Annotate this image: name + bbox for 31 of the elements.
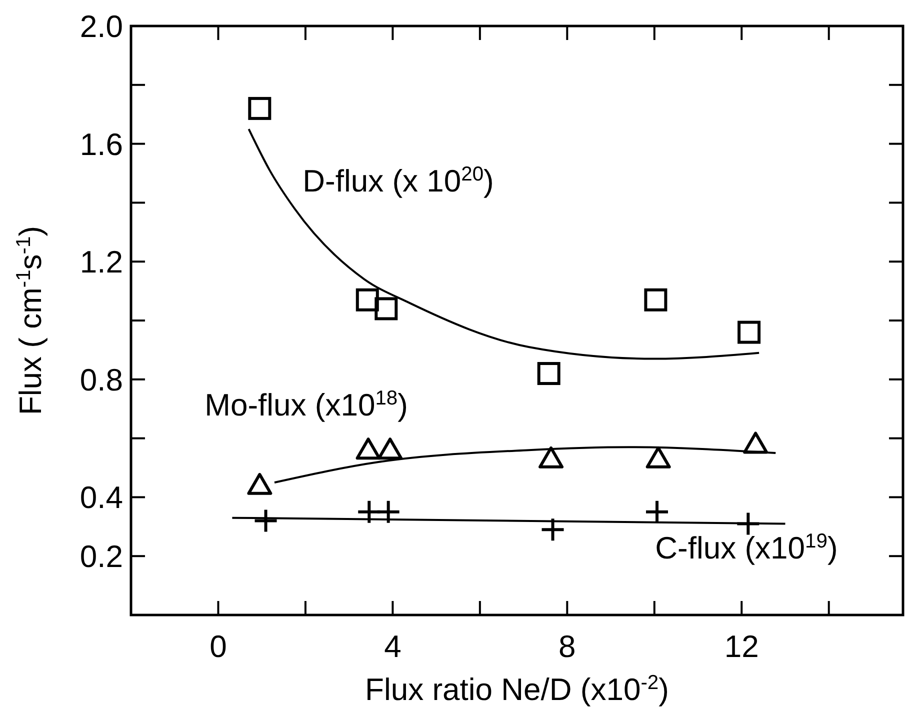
point [738,320,761,344]
point [377,500,400,523]
x-axis-title: Flux ratio Ne/D (x10$^{-2}$) [365,672,669,707]
line-series [248,128,760,360]
x-tick-label: 0 [210,629,227,664]
y-tick-label: 1.2 [80,244,123,280]
legend-label: C-flux (x10$^{19}$) [655,530,838,566]
point [247,472,272,495]
point [743,432,768,454]
point [538,446,564,468]
x-tick-label: 4 [384,629,402,664]
series-label: D-flux (x 10$^{20}$) [302,163,494,198]
point [356,438,381,460]
series-label: Mo-flux (x10$^{18}$) [204,387,408,422]
point [248,96,272,120]
y-tick-label: 0.4 [80,480,123,516]
point [542,518,564,541]
y-tick-label: 0.2 [80,539,123,574]
y-tick-label: 0.8 [80,362,123,398]
x-tick-label: 12 [724,629,759,664]
point [537,362,560,386]
point [254,510,277,532]
point [646,446,671,468]
point [374,297,398,320]
y-tick-label: 1.6 [80,126,123,162]
y-tick-label: 2.0 [80,9,123,44]
point [356,288,379,312]
point [646,500,668,523]
point [644,288,668,312]
x-tick-label: 8 [558,629,576,664]
point [378,438,403,460]
